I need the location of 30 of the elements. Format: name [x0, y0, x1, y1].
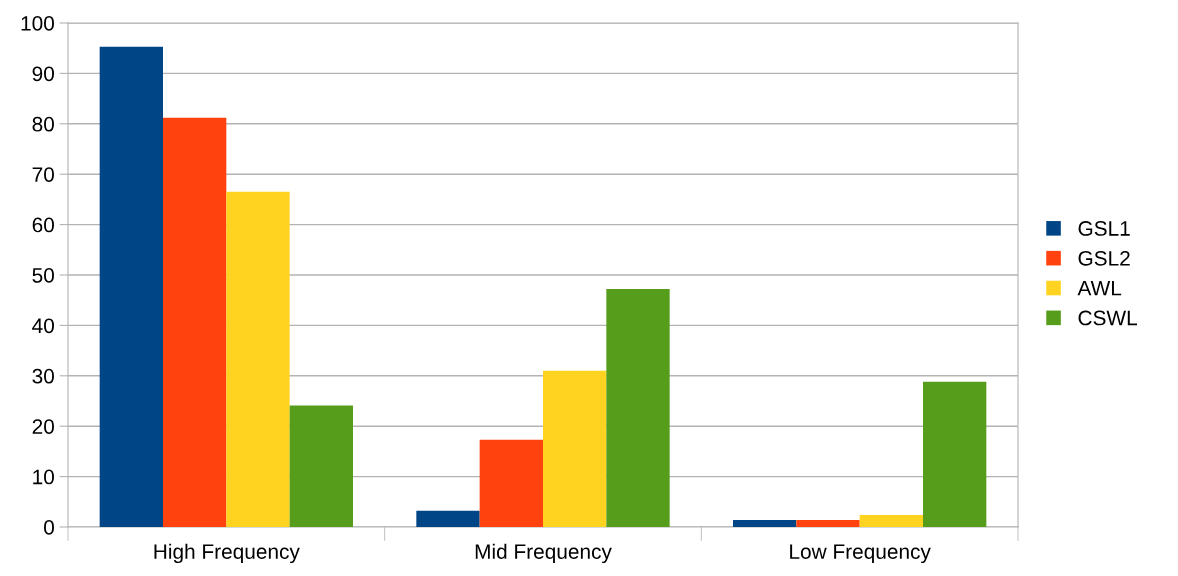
- bar: [416, 510, 480, 527]
- bar: [796, 519, 860, 527]
- bar: [289, 405, 353, 527]
- y-tick-label: 100: [21, 16, 54, 31]
- y-tick-label: 20: [32, 419, 54, 434]
- bar: [163, 117, 227, 527]
- bar: [923, 381, 987, 527]
- x-tick-label: Mid Frequency: [475, 543, 612, 564]
- y-tick-label: 30: [32, 368, 54, 384]
- x-tick-label: High Frequency: [154, 543, 300, 564]
- legend-label: AWL: [1077, 280, 1122, 296]
- y-tick-label: 10: [33, 469, 54, 485]
- y-tick-label: 0: [44, 520, 54, 535]
- bar: [479, 439, 543, 527]
- y-tick-label: 80: [32, 116, 54, 132]
- y-tick-label: 40: [32, 318, 54, 334]
- bar: [859, 514, 923, 527]
- y-tick-label: 50: [32, 268, 54, 283]
- y-tick-label: 60: [32, 217, 54, 233]
- bar: [226, 191, 290, 527]
- legend-label: CSWL: [1078, 310, 1137, 326]
- y-tick-label: 70: [32, 167, 54, 182]
- bar: [733, 519, 797, 527]
- bar: [543, 370, 607, 527]
- legend-label: GSL2: [1078, 250, 1130, 266]
- bar: [606, 289, 670, 527]
- bar: [99, 46, 163, 527]
- legend-label: GSL1: [1078, 221, 1130, 236]
- x-tick-label: Low Frequency: [790, 544, 931, 564]
- y-tick-label: 90: [32, 66, 54, 82]
